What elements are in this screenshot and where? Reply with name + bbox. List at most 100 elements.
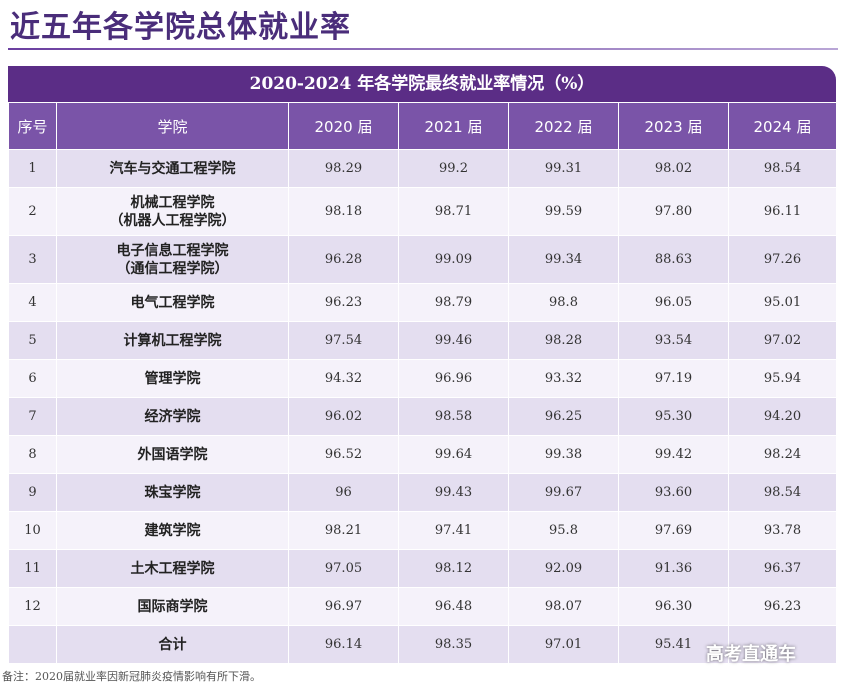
row-index: 3 xyxy=(8,235,57,284)
college-name: 国际商学院 xyxy=(56,587,289,626)
table-row: 6 管理学院 94.32 96.96 93.32 97.19 95.94 xyxy=(8,359,837,398)
header-2021: 2021 届 xyxy=(398,102,509,150)
rate-2022: 99.34 xyxy=(508,235,619,284)
rate-2020: 96.97 xyxy=(288,587,399,626)
rate-2020: 96.28 xyxy=(288,235,399,284)
row-index: 4 xyxy=(8,283,57,322)
table-row: 1 汽车与交通工程学院 98.29 99.2 99.31 98.02 98.54 xyxy=(8,149,837,188)
rate-2020: 96.52 xyxy=(288,435,399,474)
rate-2023: 93.54 xyxy=(618,321,729,360)
rate-2022: 99.59 xyxy=(508,187,619,236)
college-name-cell: 电子信息工程学院 （通信工程学院） xyxy=(56,235,289,284)
rate-2024: 93.78 xyxy=(728,511,837,550)
row-index: 1 xyxy=(8,149,57,188)
row-index: 6 xyxy=(8,359,57,398)
rate-2022: 99.38 xyxy=(508,435,619,474)
row-index: 7 xyxy=(8,397,57,436)
rate-2024: 96.23 xyxy=(728,587,837,626)
rate-2021: 98.58 xyxy=(398,397,509,436)
rate-2022: 99.67 xyxy=(508,473,619,512)
total-2022: 97.01 xyxy=(508,625,619,664)
rate-2024: 98.24 xyxy=(728,435,837,474)
table-header-row: 序号 学院 2020 届 2021 届 2022 届 2023 届 2024 届 xyxy=(8,102,837,150)
row-index: 10 xyxy=(8,511,57,550)
college-name: 管理学院 xyxy=(56,359,289,398)
rate-2020: 96.02 xyxy=(288,397,399,436)
total-2020: 96.14 xyxy=(288,625,399,664)
rate-2024: 96.11 xyxy=(728,187,837,236)
table-row: 2 机械工程学院 （机器人工程学院） 98.18 98.71 99.59 97.… xyxy=(8,187,837,236)
rate-2022: 92.09 xyxy=(508,549,619,588)
rate-2021: 98.12 xyxy=(398,549,509,588)
rate-2024: 98.54 xyxy=(728,149,837,188)
rate-2021: 99.64 xyxy=(398,435,509,474)
college-name: 外国语学院 xyxy=(56,435,289,474)
college-name: 珠宝学院 xyxy=(56,473,289,512)
header-index: 序号 xyxy=(8,102,57,150)
employment-rate-table-container: 2020-2024 年各学院最终就业率情况（%） 序号 学院 2020 届 20… xyxy=(8,66,837,664)
rate-2021: 96.96 xyxy=(398,359,509,398)
total-2024 xyxy=(728,625,837,664)
total-2021: 98.35 xyxy=(398,625,509,664)
rate-2023: 99.42 xyxy=(618,435,729,474)
college-name: 机械工程学院 xyxy=(130,194,215,211)
header-2024: 2024 届 xyxy=(728,102,837,150)
table-row: 3 电子信息工程学院 （通信工程学院） 96.28 99.09 99.34 88… xyxy=(8,235,837,284)
rate-2024: 96.37 xyxy=(728,549,837,588)
rate-2023: 97.80 xyxy=(618,187,729,236)
rate-2020: 96.23 xyxy=(288,283,399,322)
table-row: 5 计算机工程学院 97.54 99.46 98.28 93.54 97.02 xyxy=(8,321,837,360)
footnote: 备注：2020届就业率因新冠肺炎疫情影响有所下滑。 xyxy=(2,670,261,683)
rate-2023: 88.63 xyxy=(618,235,729,284)
rate-2024: 97.26 xyxy=(728,235,837,284)
header-2023: 2023 届 xyxy=(618,102,729,150)
page-title: 近五年各学院总体就业率 xyxy=(10,10,351,45)
rate-2021: 99.09 xyxy=(398,235,509,284)
college-name: 计算机工程学院 xyxy=(56,321,289,360)
rate-2023: 93.60 xyxy=(618,473,729,512)
college-name: 建筑学院 xyxy=(56,511,289,550)
row-index: 2 xyxy=(8,187,57,236)
rate-2021: 97.41 xyxy=(398,511,509,550)
rate-2023: 97.69 xyxy=(618,511,729,550)
rate-2021: 96.48 xyxy=(398,587,509,626)
college-alt-name: （机器人工程学院） xyxy=(109,212,236,229)
header-college: 学院 xyxy=(56,102,289,150)
rate-2024: 95.01 xyxy=(728,283,837,322)
college-name: 汽车与交通工程学院 xyxy=(56,149,289,188)
rate-2020: 98.18 xyxy=(288,187,399,236)
table-row: 10 建筑学院 98.21 97.41 95.8 97.69 93.78 xyxy=(8,511,837,550)
rate-2020: 98.21 xyxy=(288,511,399,550)
rate-2021: 99.2 xyxy=(398,149,509,188)
rate-2021: 98.71 xyxy=(398,187,509,236)
table-caption: 2020-2024 年各学院最终就业率情况（%） xyxy=(8,66,836,102)
rate-2023: 98.02 xyxy=(618,149,729,188)
rate-2021: 99.43 xyxy=(398,473,509,512)
rate-2023: 95.30 xyxy=(618,397,729,436)
row-index: 5 xyxy=(8,321,57,360)
rate-2020: 96 xyxy=(288,473,399,512)
college-name-cell: 机械工程学院 （机器人工程学院） xyxy=(56,187,289,236)
title-divider xyxy=(8,48,838,50)
rate-2022: 93.32 xyxy=(508,359,619,398)
rate-2022: 96.25 xyxy=(508,397,619,436)
header-2020: 2020 届 xyxy=(288,102,399,150)
rate-2020: 97.54 xyxy=(288,321,399,360)
rate-2023: 96.30 xyxy=(618,587,729,626)
rate-2021: 99.46 xyxy=(398,321,509,360)
college-name: 电子信息工程学院 xyxy=(116,242,229,259)
rate-2022: 98.28 xyxy=(508,321,619,360)
row-index: 9 xyxy=(8,473,57,512)
rate-2023: 97.19 xyxy=(618,359,729,398)
row-index: 11 xyxy=(8,549,57,588)
rate-2020: 94.32 xyxy=(288,359,399,398)
table-row: 11 土木工程学院 97.05 98.12 92.09 91.36 96.37 xyxy=(8,549,837,588)
college-name: 经济学院 xyxy=(56,397,289,436)
rate-2024: 95.94 xyxy=(728,359,837,398)
rate-2023: 96.05 xyxy=(618,283,729,322)
rate-2024: 97.02 xyxy=(728,321,837,360)
rate-2020: 98.29 xyxy=(288,149,399,188)
rate-2021: 98.79 xyxy=(398,283,509,322)
employment-rate-table: 序号 学院 2020 届 2021 届 2022 届 2023 届 2024 届… xyxy=(8,102,837,664)
total-index xyxy=(8,625,57,664)
